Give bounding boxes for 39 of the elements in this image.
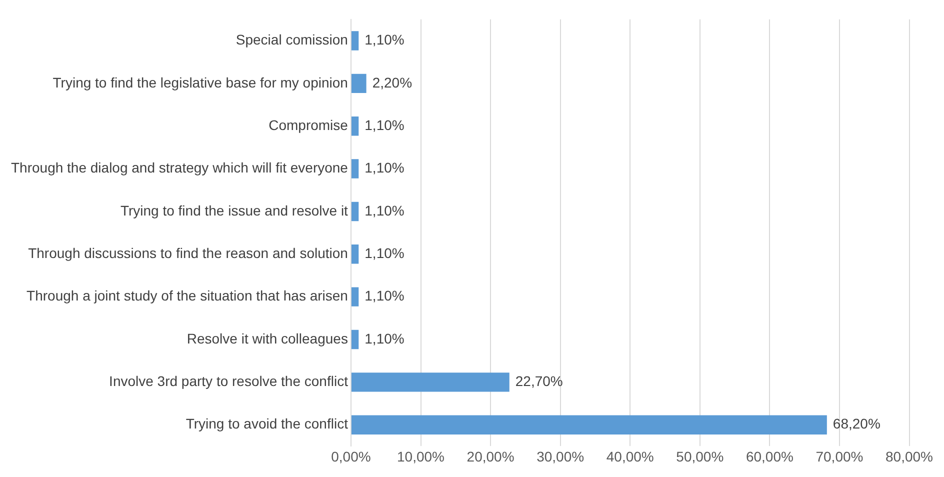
data-label: 22,70% bbox=[515, 373, 563, 390]
data-label: 1,10% bbox=[364, 32, 404, 48]
y-tick-label: Trying to avoid the conflict bbox=[186, 416, 348, 432]
data-label: 68,20% bbox=[832, 416, 880, 432]
bar bbox=[351, 202, 359, 222]
bar bbox=[351, 74, 366, 94]
data-label: 1,10% bbox=[364, 202, 404, 218]
bar bbox=[351, 415, 827, 434]
y-tick-label: Resolve it with colleagues bbox=[186, 330, 348, 346]
data-label: 2,20% bbox=[372, 74, 412, 90]
x-tick-label: 10,00% bbox=[397, 448, 444, 464]
x-tick-label: 80,00% bbox=[886, 448, 933, 464]
data-label: 1,10% bbox=[364, 288, 404, 304]
x-tick-label: 70,00% bbox=[816, 448, 864, 464]
y-tick-label: Compromise bbox=[268, 116, 348, 133]
data-label: 1,10% bbox=[364, 160, 404, 176]
x-tick-label: 50,00% bbox=[676, 448, 724, 464]
x-tick-label: 40,00% bbox=[606, 448, 654, 464]
bar bbox=[351, 31, 359, 50]
data-label: 1,10% bbox=[364, 245, 404, 261]
y-tick-label: Trying to find the legislative base for my opinion bbox=[52, 74, 348, 90]
bar bbox=[351, 116, 359, 136]
bar bbox=[351, 372, 510, 392]
bar bbox=[351, 330, 359, 350]
y-tick-label: Trying to find the issue and resolve it bbox=[120, 202, 348, 218]
y-tick-label: Through the dialog and strategy which will fit everyone bbox=[10, 160, 348, 176]
data-label: 1,10% bbox=[364, 116, 404, 133]
x-tick-label: 20,00% bbox=[466, 448, 514, 464]
x-tick-label: 0,00% bbox=[331, 448, 371, 464]
data-label: 1,10% bbox=[364, 330, 404, 346]
y-tick-label: Through discussions to find the reason and solution bbox=[28, 245, 348, 261]
bar bbox=[351, 287, 359, 306]
y-tick-label: Special comission bbox=[236, 32, 348, 48]
bar bbox=[351, 159, 359, 178]
x-tick-label: 60,00% bbox=[746, 448, 794, 464]
y-tick-label: Involve 3rd party to resolve the conflict bbox=[109, 373, 348, 390]
bar bbox=[351, 244, 359, 264]
x-tick-label: 30,00% bbox=[536, 448, 584, 464]
y-tick-label: Through a joint study of the situation that has arisen bbox=[26, 288, 348, 304]
